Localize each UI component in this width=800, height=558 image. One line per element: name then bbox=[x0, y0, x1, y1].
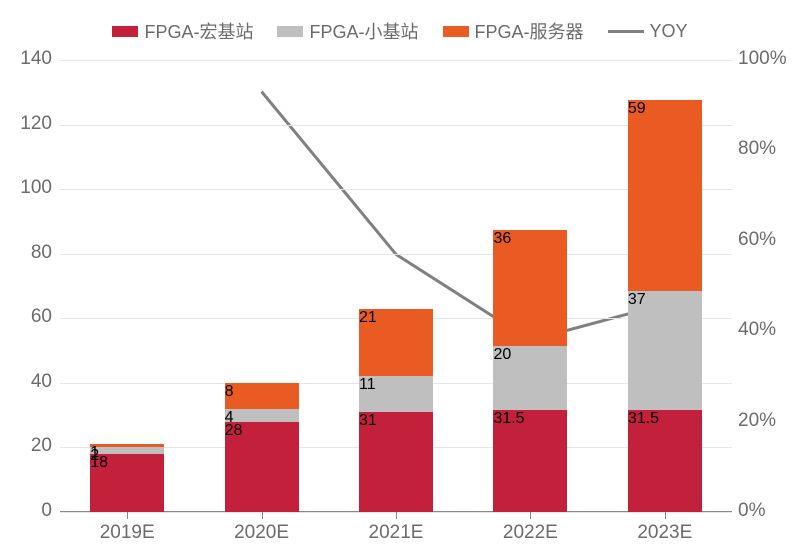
bar-segment-s3: 59 bbox=[628, 100, 702, 290]
y-right-tick-label: 100% bbox=[738, 48, 787, 70]
x-tick-label: 2022E bbox=[480, 522, 580, 544]
y-right-tick-label: 40% bbox=[738, 319, 776, 341]
x-tick-label: 2021E bbox=[346, 522, 446, 544]
bar-group: 2848 bbox=[225, 60, 299, 512]
legend-item-s1: FPGA-宏基站 bbox=[112, 18, 253, 44]
legend-swatch-s2 bbox=[277, 26, 303, 37]
y-left-tick-label: 140 bbox=[12, 48, 52, 70]
bar-segment-s2: 20 bbox=[493, 346, 567, 411]
y-right-tick-label: 80% bbox=[738, 138, 776, 160]
bar-segment-s1: 28 bbox=[225, 422, 299, 512]
x-tick bbox=[665, 512, 666, 519]
legend-label: YOY bbox=[650, 21, 688, 42]
bar-group: 1821 bbox=[90, 60, 164, 512]
legend-label: FPGA-小基站 bbox=[309, 18, 418, 44]
yoy-line bbox=[262, 92, 665, 341]
y-left-tick-label: 40 bbox=[12, 371, 52, 393]
y-left-tick-label: 80 bbox=[12, 242, 52, 264]
legend-label: FPGA-服务器 bbox=[475, 18, 584, 44]
legend-swatch-s1 bbox=[112, 26, 138, 37]
fpga-market-chart: FPGA-宏基站FPGA-小基站FPGA-服务器YOY 182128483111… bbox=[0, 0, 800, 558]
bar-segment-s1: 31 bbox=[359, 412, 433, 512]
bar-segment-s3: 36 bbox=[493, 230, 567, 346]
bar-segment-s2: 11 bbox=[359, 376, 433, 412]
legend-label: FPGA-宏基站 bbox=[144, 18, 253, 44]
legend: FPGA-宏基站 FPGA-小基站 FPGA-服务器 YOY bbox=[0, 18, 800, 44]
plot-area: 1821284831112131.5203631.53759 bbox=[60, 60, 732, 512]
y-right-tick-label: 0% bbox=[738, 500, 765, 522]
bar-segment-s3: 1 bbox=[90, 444, 164, 447]
y-left-tick-label: 120 bbox=[12, 113, 52, 135]
x-tick-label: 2020E bbox=[212, 522, 312, 544]
bar-segment-s3: 21 bbox=[359, 309, 433, 377]
x-tick bbox=[127, 512, 128, 519]
y-left-tick-label: 0 bbox=[12, 500, 52, 522]
x-tick bbox=[396, 512, 397, 519]
legend-item-s3: FPGA-服务器 bbox=[443, 18, 584, 44]
bar-segment-s3: 8 bbox=[225, 383, 299, 409]
bar-segment-s2: 37 bbox=[628, 291, 702, 410]
bar-segment-s1: 31.5 bbox=[628, 410, 702, 512]
bar-segment-s1: 31.5 bbox=[493, 410, 567, 512]
bar-segment-s2: 4 bbox=[225, 409, 299, 422]
bar-segment-s1: 18 bbox=[90, 454, 164, 512]
legend-swatch-s4 bbox=[608, 30, 644, 33]
y-left-tick-label: 20 bbox=[12, 435, 52, 457]
bar-group: 311121 bbox=[359, 60, 433, 512]
y-right-tick-label: 60% bbox=[738, 229, 776, 251]
legend-item-s2: FPGA-小基站 bbox=[277, 18, 418, 44]
bar-group: 31.52036 bbox=[493, 60, 567, 512]
y-left-tick-label: 60 bbox=[12, 306, 52, 328]
legend-swatch-s3 bbox=[443, 26, 469, 37]
x-tick bbox=[530, 512, 531, 519]
x-tick-label: 2023E bbox=[615, 522, 715, 544]
y-right-tick-label: 20% bbox=[738, 410, 776, 432]
bar-segment-s2: 2 bbox=[90, 447, 164, 453]
bar-group: 31.53759 bbox=[628, 60, 702, 512]
x-tick-label: 2019E bbox=[77, 522, 177, 544]
x-tick bbox=[262, 512, 263, 519]
y-left-tick-label: 100 bbox=[12, 177, 52, 199]
legend-item-s4: YOY bbox=[608, 21, 688, 42]
